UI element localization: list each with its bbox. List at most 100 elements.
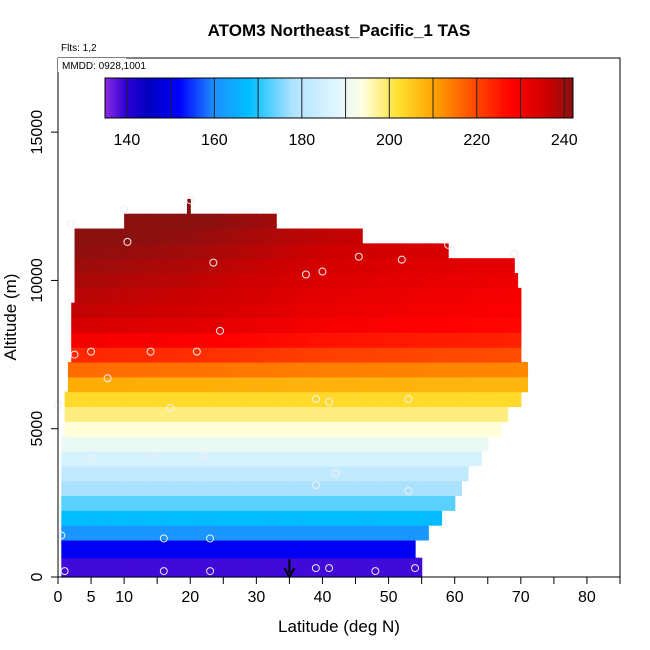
heatmap-cell: [183, 317, 191, 333]
heatmap-cell: [418, 525, 426, 541]
heatmap-cell: [322, 317, 330, 333]
colorbar-segment: [527, 78, 530, 118]
colorbar-segment: [122, 78, 126, 118]
heatmap-cell: [504, 273, 512, 289]
heatmap-cell: [332, 361, 340, 378]
heatmap-cell: [444, 436, 452, 452]
heatmap-cell: [134, 273, 142, 289]
heatmap-cell: [342, 347, 350, 363]
heatmap-cell: [282, 332, 291, 348]
heatmap-cell: [226, 465, 234, 482]
heatmap-cell: [94, 557, 102, 578]
heatmap-cell: [140, 243, 148, 259]
heatmap-cell: [226, 525, 234, 541]
heatmap-cell: [391, 557, 400, 578]
heatmap-cell: [143, 317, 152, 333]
colorbar-segment: [524, 78, 528, 118]
colorbar-frame: [104, 77, 574, 119]
heatmap-cell: [372, 287, 380, 304]
heatmap-cell: [84, 347, 92, 363]
heatmap-cell: [444, 450, 452, 467]
colorbar-segment: [542, 78, 546, 118]
heatmap-cell: [147, 243, 155, 259]
heatmap-cell: [299, 465, 307, 482]
colorbar-segment: [225, 78, 228, 118]
heatmap-cell: [117, 317, 125, 333]
colorbar-segment: [391, 78, 395, 118]
colorbar-tick-label: 160: [201, 132, 228, 149]
heatmap-cell: [428, 391, 436, 408]
heatmap-cell: [114, 510, 122, 526]
heatmap-cell: [339, 557, 347, 578]
heatmap-cell: [339, 495, 347, 511]
heatmap-cell: [391, 436, 400, 452]
heatmap-cell: [339, 228, 347, 244]
heatmap-cell: [286, 273, 294, 289]
heatmap-cell: [276, 391, 284, 408]
heatmap-cell: [279, 495, 287, 511]
heatmap-cell: [391, 376, 400, 393]
heatmap-cell: [352, 436, 360, 452]
sample-marker: [123, 237, 132, 246]
heatmap-cell: [120, 495, 129, 511]
heatmap-cell: [239, 273, 248, 289]
colorbar-segment: [150, 78, 154, 118]
heatmap-cell: [206, 243, 214, 259]
heatmap-cell: [117, 391, 125, 408]
heatmap-cell: [296, 302, 304, 319]
heatmap-cell: [342, 421, 350, 437]
heatmap-cell: [358, 495, 367, 511]
heatmap-cell: [229, 302, 238, 319]
heatmap-cell: [431, 436, 439, 452]
heatmap-cell: [246, 228, 254, 244]
colorbar-segment: [378, 78, 382, 118]
heatmap-cell: [458, 465, 466, 482]
heatmap-cell: [385, 273, 393, 289]
colorbar-segment: [538, 78, 541, 118]
heatmap-cell: [127, 480, 135, 497]
heatmap-cell: [213, 376, 221, 393]
heatmap-cell: [74, 539, 82, 559]
heatmap-cell: [219, 287, 228, 304]
heatmap-cell: [100, 450, 109, 467]
heatmap-cell: [226, 539, 234, 559]
heatmap-cell: [319, 258, 327, 274]
heatmap-cell: [97, 421, 105, 437]
colorbar-segment: [113, 78, 117, 118]
heatmap-cell: [153, 525, 162, 541]
heatmap-cell: [186, 557, 195, 578]
heatmap-cell: [183, 332, 191, 348]
heatmap-cell: [329, 421, 337, 437]
heatmap-cell: [160, 287, 168, 304]
heatmap-cell: [302, 332, 310, 348]
heatmap-cell: [504, 287, 512, 304]
heatmap-cell: [372, 525, 380, 541]
heatmap-cell: [249, 332, 257, 348]
heatmap-cell: [186, 539, 195, 559]
heatmap-cell: [216, 391, 224, 408]
heatmap-cell: [461, 302, 469, 319]
sample-marker: [159, 567, 168, 576]
colorbar-segment: [367, 78, 371, 118]
heatmap-cell: [372, 361, 380, 378]
heatmap-cell: [405, 361, 413, 378]
heatmap-cell: [375, 332, 383, 348]
colorbar-segment: [559, 78, 563, 118]
sample-marker: [166, 403, 175, 412]
heatmap-cell: [378, 273, 386, 289]
heatmap-cell: [259, 243, 267, 259]
heatmap-cell: [243, 406, 251, 422]
heatmap-cell: [147, 273, 155, 289]
heatmap-cell: [213, 243, 221, 259]
heatmap-cell: [107, 243, 115, 259]
heatmap-cell: [405, 525, 413, 541]
heatmap-cell: [186, 525, 195, 541]
heatmap-cell: [342, 302, 350, 319]
heatmap-cell: [302, 421, 310, 437]
heatmap-cell: [352, 243, 360, 259]
heatmap-cell: [329, 391, 337, 408]
heatmap-cell: [352, 273, 360, 289]
heatmap-cell: [246, 557, 254, 578]
heatmap-cell: [355, 391, 363, 408]
heatmap-cell: [87, 436, 95, 452]
